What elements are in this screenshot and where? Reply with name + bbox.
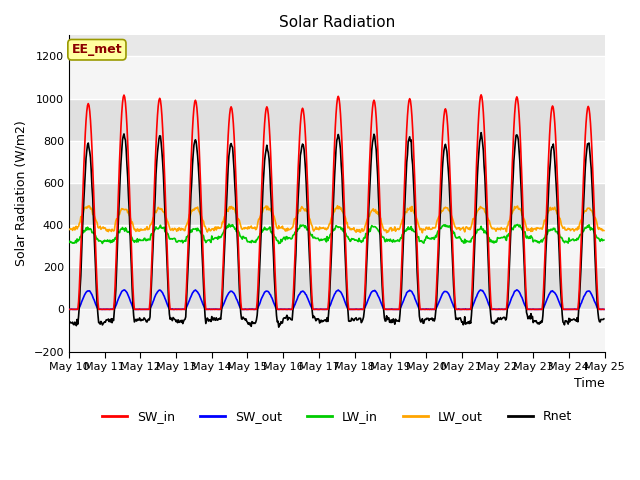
- LW_in: [225, 221, 233, 227]
- Y-axis label: Solar Radiation (W/m2): Solar Radiation (W/m2): [15, 120, 28, 266]
- LW_in: [184, 233, 192, 239]
- SW_out: [513, 287, 521, 293]
- SW_in: [417, 306, 425, 312]
- LW_out: [418, 226, 426, 232]
- SW_in: [65, 306, 73, 312]
- Line: LW_in: LW_in: [69, 224, 604, 243]
- LW_out: [75, 224, 83, 229]
- Line: SW_in: SW_in: [69, 95, 604, 309]
- Line: Rnet: Rnet: [69, 132, 604, 327]
- SW_out: [401, 293, 409, 299]
- Rnet: [600, 316, 608, 322]
- LW_in: [275, 240, 283, 246]
- LW_out: [419, 230, 426, 236]
- LW_out: [402, 209, 410, 215]
- SW_out: [184, 301, 192, 307]
- Rnet: [402, 176, 410, 182]
- Rnet: [212, 315, 220, 321]
- SW_out: [65, 306, 73, 312]
- SW_out: [130, 306, 138, 312]
- Bar: [69, 98, 605, 141]
- LW_out: [130, 225, 138, 230]
- Bar: [69, 141, 605, 183]
- LW_in: [65, 238, 73, 244]
- SW_out: [417, 306, 425, 312]
- Title: Solar Radiation: Solar Radiation: [278, 15, 395, 30]
- Line: SW_out: SW_out: [69, 290, 604, 309]
- Rnet: [184, 266, 192, 272]
- LW_in: [130, 238, 138, 244]
- LW_in: [403, 226, 410, 232]
- Rnet: [130, 312, 138, 318]
- LW_in: [419, 239, 426, 245]
- SW_in: [401, 161, 409, 167]
- SW_in: [130, 299, 138, 304]
- X-axis label: Time: Time: [574, 377, 605, 391]
- LW_out: [600, 228, 608, 233]
- SW_in: [600, 306, 608, 312]
- Rnet: [75, 313, 83, 319]
- SW_in: [184, 247, 192, 252]
- SW_out: [75, 306, 83, 312]
- Legend: SW_in, SW_out, LW_in, LW_out, Rnet: SW_in, SW_out, LW_in, LW_out, Rnet: [97, 405, 577, 428]
- Bar: [69, 57, 605, 98]
- LW_in: [212, 235, 220, 241]
- Bar: [69, 267, 605, 309]
- SW_in: [477, 92, 485, 97]
- LW_in: [75, 237, 83, 243]
- SW_out: [600, 306, 608, 312]
- Text: EE_met: EE_met: [72, 43, 122, 56]
- SW_in: [212, 306, 220, 312]
- LW_out: [65, 227, 73, 233]
- Rnet: [477, 130, 485, 135]
- Line: LW_out: LW_out: [69, 206, 604, 233]
- Rnet: [275, 324, 283, 330]
- LW_out: [184, 219, 192, 225]
- SW_in: [75, 299, 83, 304]
- Bar: [69, 225, 605, 267]
- LW_in: [600, 237, 608, 243]
- Bar: [69, 183, 605, 225]
- LW_out: [333, 203, 341, 209]
- SW_out: [212, 306, 220, 312]
- LW_out: [212, 227, 220, 233]
- Rnet: [418, 318, 426, 324]
- Rnet: [65, 318, 73, 324]
- Bar: [69, 309, 605, 351]
